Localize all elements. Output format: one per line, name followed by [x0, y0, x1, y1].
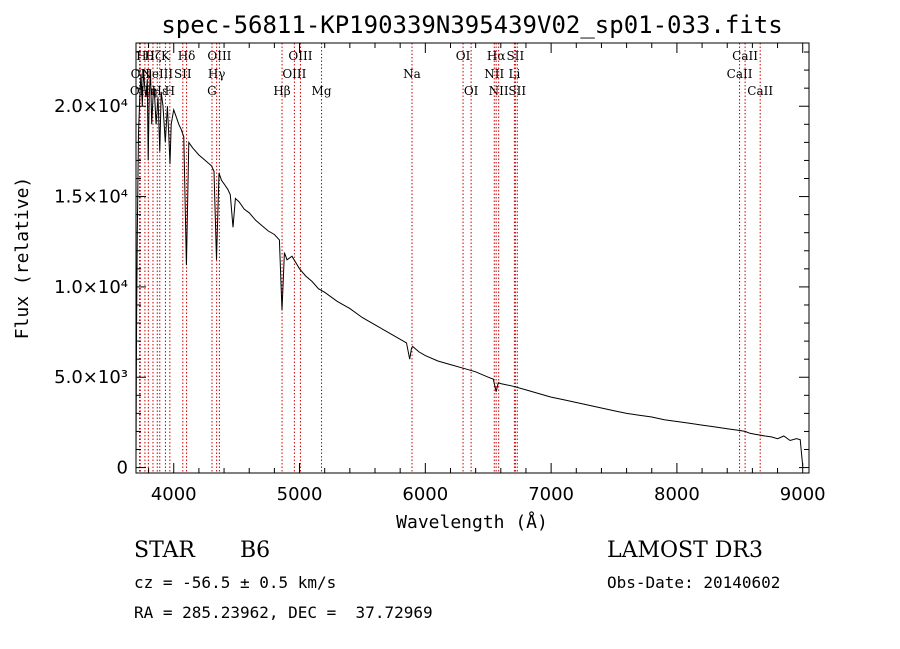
- emission-line-label: H: [165, 84, 175, 98]
- y-tick-label: 1.5×10⁴: [54, 187, 128, 208]
- y-tick-label: 5.0×10³: [54, 367, 128, 388]
- emission-line-label: OI: [464, 84, 479, 98]
- emission-line-label: CaII: [727, 67, 753, 81]
- emission-line-label: SII: [508, 84, 526, 98]
- emission-line-label: OIII: [288, 49, 312, 63]
- y-tick-label: 2.0×10⁴: [54, 96, 128, 117]
- emission-line-label: SII: [507, 49, 525, 63]
- emission-line-label: Hε: [151, 84, 168, 98]
- spectrum-line: [135, 70, 804, 466]
- y-tick-label: 1.0×10⁴: [54, 277, 128, 298]
- chart-title: spec-56811-KP190339N395439V02_sp01-033.f…: [161, 11, 782, 39]
- emission-line-label: Hα: [487, 49, 506, 63]
- x-axis-label: Wavelength (Å): [396, 511, 548, 533]
- y-tick-label: 0: [117, 458, 128, 479]
- emission-line-label: Hη: [139, 84, 157, 98]
- emission-line-label: OI: [456, 49, 471, 63]
- y-axis: 0 5.0×10³ 1.0×10⁴ 1.5×10⁴ 2.0×10⁴: [54, 51, 809, 479]
- y-axis-label: Flux (relative): [12, 177, 33, 340]
- x-tick-label: 6000: [402, 484, 448, 505]
- object-class: STAR: [134, 538, 195, 563]
- emission-line-label: NII: [489, 84, 509, 98]
- x-tick-label: 5000: [277, 484, 323, 505]
- spectrum-chart: spec-56811-KP190339N395439V02_sp01-033.f…: [12, 11, 826, 533]
- object-subclass: B6: [240, 538, 271, 563]
- emission-line-label: CaII: [747, 84, 773, 98]
- emission-line-label: CaII: [732, 49, 758, 63]
- emission-line-label: Na: [403, 67, 421, 81]
- x-axis: 4000 5000 6000 7000 8000 9000: [148, 43, 826, 505]
- emission-line-label: Mg: [312, 84, 332, 98]
- emission-line-label: G: [207, 84, 217, 98]
- emission-line-label: NII: [484, 67, 504, 81]
- x-tick-label: 4000: [151, 484, 197, 505]
- spectrum-series: [135, 70, 804, 466]
- x-tick-label: 9000: [780, 484, 826, 505]
- emission-line-label: Hβ: [273, 84, 290, 98]
- emission-line-label: Hγ: [208, 67, 226, 81]
- x-tick-label: 7000: [528, 484, 574, 505]
- coordinates: RA = 285.23962, DEC = 37.72969: [134, 603, 433, 622]
- emission-line-label: Hδ: [178, 49, 196, 63]
- emission-line-markers: OIIOIIHθHηHζNeIIIHεKHSIIHδGHγOIIIHβOIIIO…: [130, 43, 773, 473]
- emission-line-label: Hζ: [144, 49, 161, 63]
- emission-line-label: SII: [174, 67, 192, 81]
- survey-name: LAMOST DR3: [607, 538, 763, 563]
- emission-line-label: OIII: [282, 67, 306, 81]
- redshift-cz: cz = -56.5 ± 0.5 km/s: [134, 573, 337, 592]
- emission-line-label: NeIII: [141, 67, 173, 81]
- emission-line-label: OIII: [207, 49, 231, 63]
- plot-frame: [135, 42, 810, 474]
- observation-date: Obs-Date: 20140602: [607, 573, 781, 592]
- x-tick-label: 8000: [654, 484, 700, 505]
- emission-line-label: K: [161, 49, 171, 63]
- emission-line-label: Li: [508, 67, 520, 81]
